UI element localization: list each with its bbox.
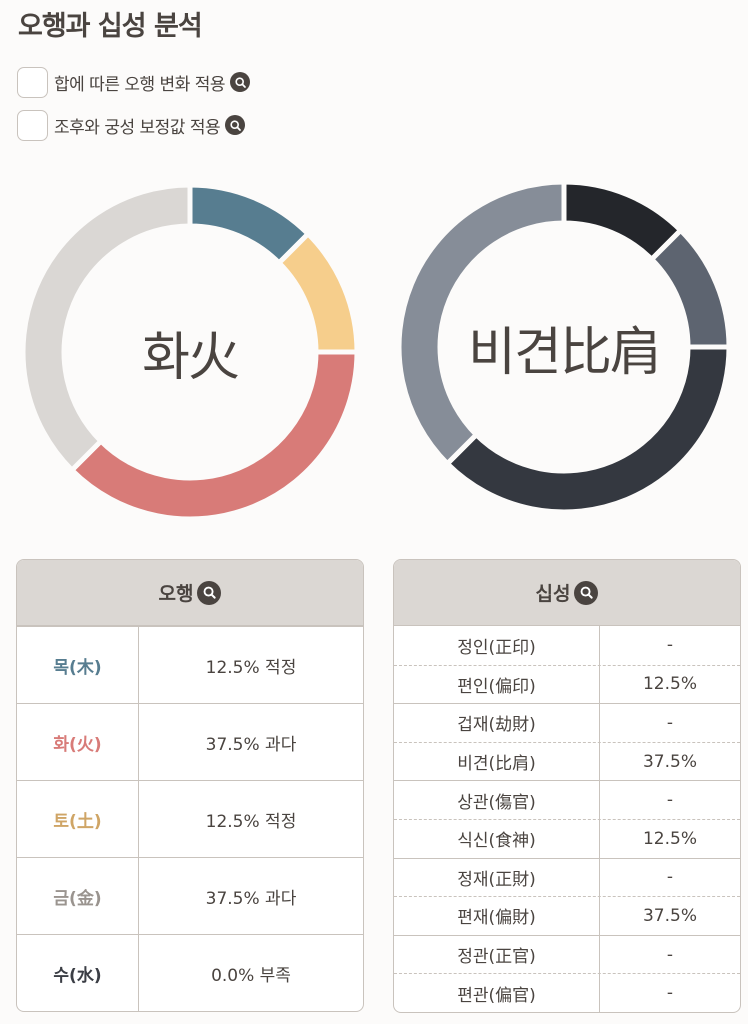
sipsung-value: - <box>666 790 674 811</box>
option-hap-ohaeng-change[interactable]: 합에 따른 오행 변화 적용 <box>17 66 251 98</box>
donut-segment <box>443 344 732 515</box>
element-value: 37.5% 과다 <box>205 734 297 755</box>
element-value: 0.0% 부족 <box>211 965 291 986</box>
element-name: 수(水) <box>17 935 139 1011</box>
sipsung-value: 37.5% <box>642 751 697 772</box>
sipsung-name: 정관(正官) <box>394 935 600 974</box>
sipsung-table: 십성 정인(正印) - 편인(偏印) 12.5% 겁재(劫財) - 비견(比肩) 37.… <box>393 559 741 1013</box>
option-label: 합에 따른 오행 변화 적용 <box>54 74 226 95</box>
sipsung-value: - <box>666 983 674 1004</box>
sipsung-center-label: 비견比肩 <box>468 322 662 383</box>
donut-segment <box>68 349 360 522</box>
table-row: 목(木) 12.5% 적정 <box>17 626 363 703</box>
search-icon[interactable] <box>230 72 251 92</box>
sipsung-value: 37.5% <box>642 905 697 926</box>
table-row: 겁재(劫財) - <box>394 703 740 742</box>
search-icon[interactable] <box>574 580 599 605</box>
page-title: 오행과 십성 분석 <box>18 11 203 42</box>
sipsung-table-header: 십성 <box>394 560 740 626</box>
sipsung-name: 겁재(劫財) <box>394 704 600 742</box>
sipsung-value: - <box>666 944 674 965</box>
option-johu-gungsung-correction[interactable]: 조후와 궁성 보정값 적용 <box>17 109 246 141</box>
table-row: 편인(偏印) 12.5% <box>394 664 740 704</box>
element-name: 화(火) <box>17 704 139 780</box>
table-row: 비견(比肩) 37.5% <box>394 741 740 781</box>
element-name: 목(木) <box>17 627 139 703</box>
option-label: 조후와 궁성 보정값 적용 <box>54 117 221 138</box>
element-name: 토(土) <box>17 781 139 857</box>
table-row: 정인(正印) - <box>394 626 740 665</box>
checkbox-johu-gungsung-correction[interactable] <box>17 109 48 141</box>
table-row: 수(水) 0.0% 부족 <box>17 934 363 1011</box>
table-row: 금(金) 37.5% 과다 <box>17 857 363 934</box>
sipsung-header-label: 십성 <box>535 583 571 605</box>
element-value: 12.5% 적정 <box>205 811 297 832</box>
sipsung-name: 정인(正印) <box>394 626 600 665</box>
sipsung-value: 12.5% <box>642 828 697 849</box>
donut-segment <box>396 179 567 468</box>
sipsung-value: 12.5% <box>642 674 697 695</box>
search-icon[interactable] <box>197 580 222 605</box>
sipsung-donut-chart: 비견比肩 <box>396 179 732 515</box>
table-row: 식신(食神) 12.5% <box>394 818 740 858</box>
donut-segment <box>20 182 193 474</box>
sipsung-value: - <box>666 867 674 888</box>
ohaeng-header-label: 오행 <box>158 583 194 605</box>
element-value: 12.5% 적정 <box>205 657 297 678</box>
search-icon[interactable] <box>225 115 246 135</box>
sipsung-name: 상관(傷官) <box>394 781 600 819</box>
sipsung-name: 비견(比肩) <box>394 742 600 781</box>
sipsung-value: - <box>666 635 674 656</box>
sipsung-name: 편인(偏印) <box>394 665 600 704</box>
ohaeng-table: 오행 목(木) 12.5% 적정 화(火) 37.5% 과다 토(土) 12.5% 적… <box>16 559 364 1012</box>
ohaeng-center-label: 화火 <box>142 327 240 388</box>
element-value: 37.5% 과다 <box>205 888 297 909</box>
element-name: 금(金) <box>17 858 139 934</box>
sipsung-name: 정재(正財) <box>394 858 600 897</box>
ohaeng-donut-chart: 화火 <box>20 182 360 522</box>
sipsung-name: 식신(食神) <box>394 819 600 858</box>
ohaeng-table-header: 오행 <box>17 560 363 626</box>
table-row: 편관(偏官) - <box>394 973 740 1012</box>
table-row: 정재(正財) - <box>394 857 740 897</box>
sipsung-name: 편관(偏官) <box>394 974 600 1012</box>
table-row: 편재(偏財) 37.5% <box>394 896 740 935</box>
table-row: 화(火) 37.5% 과다 <box>17 703 363 780</box>
sipsung-value: - <box>666 712 674 733</box>
checkbox-hap-ohaeng-change[interactable] <box>17 66 48 98</box>
table-row: 정관(正官) - <box>394 934 740 974</box>
table-row: 상관(傷官) - <box>394 780 740 819</box>
table-row: 토(土) 12.5% 적정 <box>17 780 363 857</box>
sipsung-name: 편재(偏財) <box>394 897 600 935</box>
